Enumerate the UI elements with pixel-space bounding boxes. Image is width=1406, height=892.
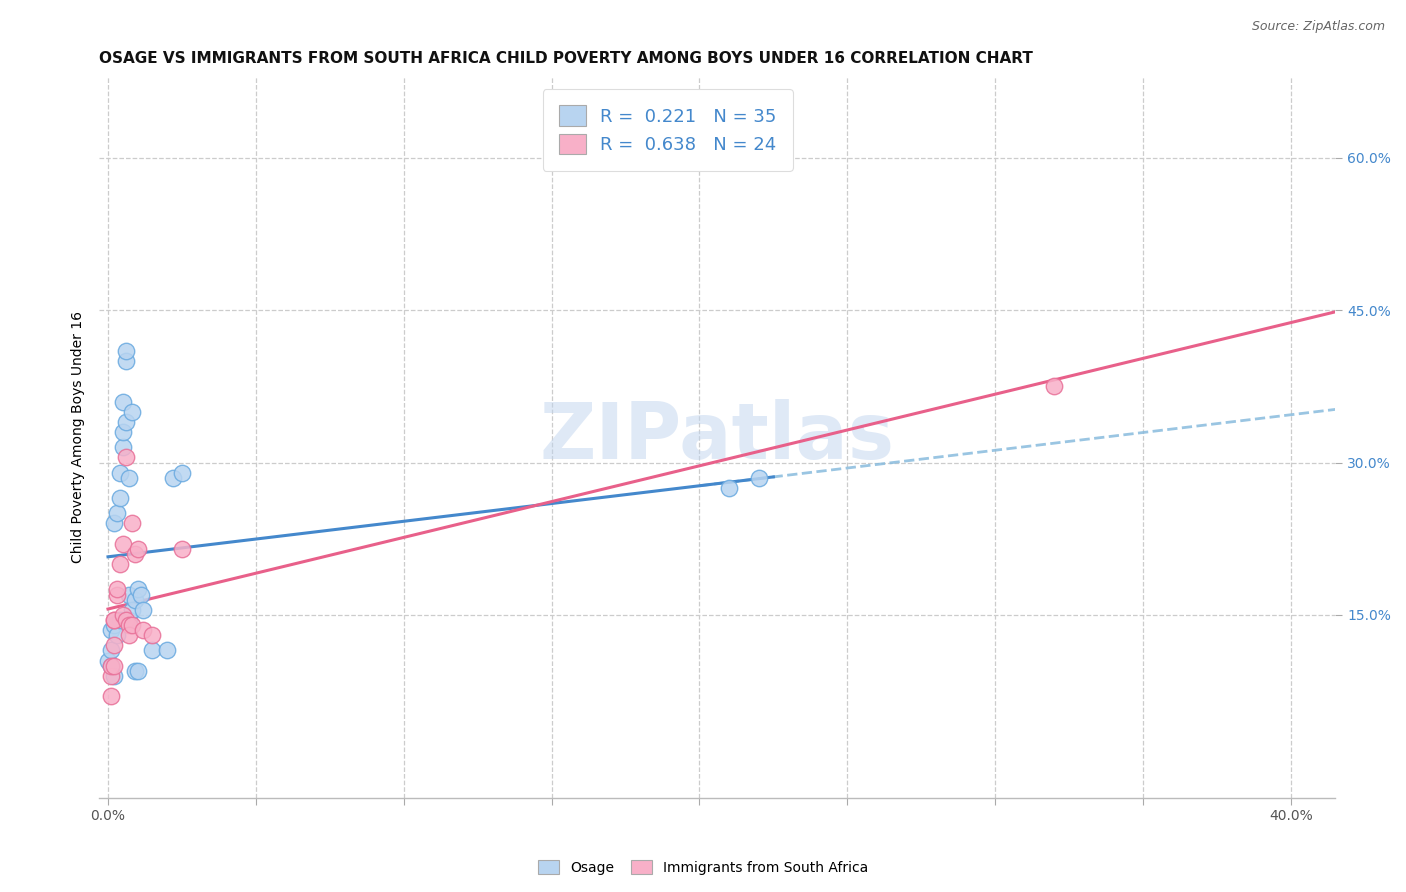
Point <box>114 343 136 358</box>
Legend: Osage, Immigrants from South Africa: Osage, Immigrants from South Africa <box>533 855 873 880</box>
Point <box>108 466 131 480</box>
Point <box>141 628 163 642</box>
Point <box>108 557 131 571</box>
Point <box>129 588 152 602</box>
Point <box>118 588 141 602</box>
Point <box>105 628 128 642</box>
Text: ZIPatlas: ZIPatlas <box>540 399 894 475</box>
Point <box>103 638 125 652</box>
Point <box>127 541 149 556</box>
Point <box>118 613 141 627</box>
Point <box>118 618 141 632</box>
Point <box>121 405 143 419</box>
Point <box>97 654 120 668</box>
Point <box>103 516 125 531</box>
Point <box>114 354 136 368</box>
Point <box>111 607 134 622</box>
Point <box>103 613 125 627</box>
Point <box>100 669 122 683</box>
Y-axis label: Child Poverty Among Boys Under 16: Child Poverty Among Boys Under 16 <box>72 311 86 563</box>
Point <box>1043 379 1066 393</box>
Point <box>170 466 193 480</box>
Point <box>162 471 184 485</box>
Point <box>124 547 146 561</box>
Point <box>100 623 122 637</box>
Text: OSAGE VS IMMIGRANTS FROM SOUTH AFRICA CHILD POVERTY AMONG BOYS UNDER 16 CORRELAT: OSAGE VS IMMIGRANTS FROM SOUTH AFRICA CH… <box>100 51 1033 66</box>
Point <box>111 440 134 454</box>
Point <box>127 582 149 597</box>
Point <box>124 664 146 678</box>
Point <box>108 613 131 627</box>
Point <box>103 613 125 627</box>
Point <box>111 394 134 409</box>
Point <box>100 658 122 673</box>
Point <box>132 603 155 617</box>
Point <box>132 623 155 637</box>
Legend: R =  0.221   N = 35, R =  0.638   N = 24: R = 0.221 N = 35, R = 0.638 N = 24 <box>543 89 793 170</box>
Point <box>108 491 131 505</box>
Point <box>100 689 122 703</box>
Point <box>124 592 146 607</box>
Point <box>105 588 128 602</box>
Point <box>100 643 122 657</box>
Point <box>170 541 193 556</box>
Point <box>114 613 136 627</box>
Point <box>127 664 149 678</box>
Text: Source: ZipAtlas.com: Source: ZipAtlas.com <box>1251 20 1385 33</box>
Point <box>118 471 141 485</box>
Point <box>748 471 770 485</box>
Point <box>111 537 134 551</box>
Point <box>156 643 179 657</box>
Point <box>141 643 163 657</box>
Point <box>121 618 143 632</box>
Point <box>718 481 741 495</box>
Point <box>111 425 134 439</box>
Point <box>105 506 128 520</box>
Point <box>118 628 141 642</box>
Point <box>105 582 128 597</box>
Point <box>114 415 136 429</box>
Point <box>103 658 125 673</box>
Point <box>103 618 125 632</box>
Point <box>121 603 143 617</box>
Point <box>114 450 136 465</box>
Point <box>103 669 125 683</box>
Point <box>100 658 122 673</box>
Point <box>121 516 143 531</box>
